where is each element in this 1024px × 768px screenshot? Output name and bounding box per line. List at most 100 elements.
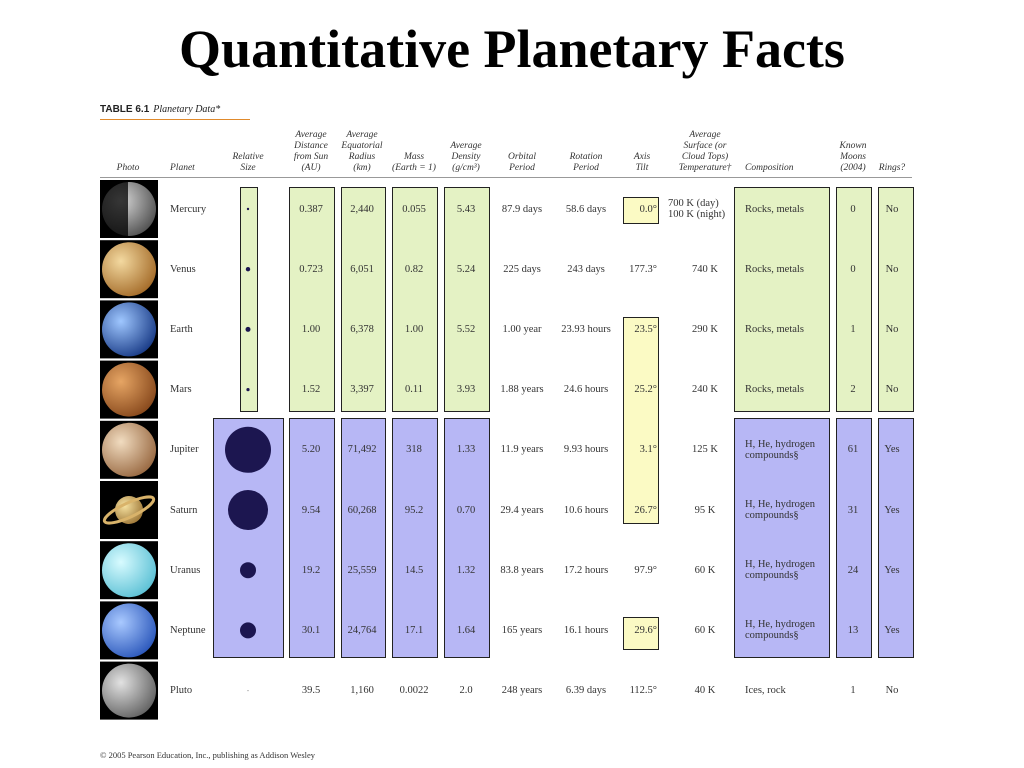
highlight-box: [623, 317, 659, 524]
table-cell: Rocks, metals: [745, 263, 804, 275]
table-cell: 3,397: [350, 384, 374, 396]
table-cell: 0.70: [456, 504, 476, 516]
relative-size: [225, 426, 271, 473]
relative-size: [240, 622, 256, 639]
planet-photo: [102, 422, 156, 477]
table-cell: 1.88 years: [500, 384, 544, 396]
planet-photo: [102, 362, 156, 417]
column-header: Average Distance from Sun (AU): [293, 130, 329, 173]
table-caption: TABLE 6.1 Planetary Data*: [100, 104, 220, 115]
table-subtitle: Planetary Data*: [153, 104, 221, 115]
table-cell: 6.39 days: [565, 685, 607, 697]
table-cell: H, He, hydrogen compounds§: [745, 619, 815, 642]
table-cell: 290 K: [692, 323, 718, 335]
highlight-box: [734, 418, 830, 658]
table-cell: 58.6 days: [565, 203, 607, 215]
table-cell: No: [885, 323, 899, 335]
table-cell: 97.9°: [634, 564, 657, 576]
highlight-box: [392, 187, 438, 412]
column-header: Orbital Period: [508, 152, 536, 173]
highlight-box: [623, 617, 659, 650]
table-cell: 243 days: [567, 263, 605, 275]
table-cell: 60 K: [694, 564, 716, 576]
table-cell: 29.6°: [634, 624, 657, 636]
table-cell: 1.00: [301, 323, 321, 335]
column-header: Known Moons (2004): [839, 141, 867, 173]
table-cell: 1.52: [301, 384, 321, 396]
ring: [102, 495, 156, 525]
footer: © 2005 Pearson Education, Inc., publishi…: [100, 750, 316, 760]
table-cell: 225 days: [503, 263, 541, 275]
planet-photo: [102, 603, 156, 658]
highlight-box: [734, 187, 830, 412]
table-cell: 177.3°: [629, 263, 657, 275]
table-cell: 13: [847, 624, 859, 636]
highlight-box: [836, 187, 872, 412]
relative-size: [245, 267, 251, 272]
table-cell: Uranus: [170, 564, 201, 576]
column-header: Relative Size: [232, 152, 264, 173]
table-cell: 87.9 days: [501, 203, 543, 215]
table-cell: Yes: [884, 564, 900, 576]
highlight-box: [878, 187, 914, 412]
table-cell: 9.93 hours: [563, 444, 609, 456]
table-cell: 5.24: [456, 263, 476, 275]
table-cell: 25.2°: [634, 384, 657, 396]
highlight-box: [240, 187, 258, 412]
table-cell: Earth: [170, 323, 193, 335]
highlight-box: [341, 418, 386, 658]
column-header: Planet: [170, 163, 195, 173]
table-cell: 9.54: [301, 504, 321, 516]
table-cell: 60 K: [694, 624, 716, 636]
column-header: Average Equatorial Radius (km): [341, 130, 383, 173]
table-cell: 2: [850, 384, 856, 396]
highlight-box: [289, 187, 335, 412]
header-rule: [100, 177, 912, 178]
table-cell: 25,559: [347, 564, 377, 576]
table-cell: 24,764: [347, 624, 377, 636]
relative-size: [240, 562, 256, 579]
table-cell: 71,492: [347, 444, 377, 456]
planet-photo: [115, 496, 143, 524]
table-cell: 23.93 hours: [561, 323, 611, 335]
table-cell: 29.4 years: [500, 504, 544, 516]
table-cell: 0.723: [299, 263, 323, 275]
highlight-box: [341, 187, 386, 412]
table-cell: 1.00 year: [502, 323, 542, 335]
table-cell: H, He, hydrogen compounds§: [745, 499, 815, 521]
table-cell: 318: [406, 444, 422, 456]
table-cell: 3.1°: [639, 444, 657, 456]
table-cell: 240 K: [692, 384, 718, 396]
table-cell: Saturn: [170, 504, 198, 516]
column-header: Mass (Earth = 1): [392, 152, 436, 173]
table-cell: 17.1: [404, 624, 424, 636]
highlight-box: [289, 418, 335, 658]
table-cell: H, He, hydrogen compounds§: [745, 438, 815, 461]
highlight-box: [836, 418, 872, 658]
relative-size: [246, 388, 250, 392]
table-cell: Rocks, metals: [745, 323, 804, 335]
table-cell: Jupiter: [170, 444, 199, 456]
table-cell: 112.5°: [629, 685, 657, 697]
table-cell: H, He, hydrogen compounds§: [745, 559, 815, 582]
table-cell: 248 years: [501, 685, 543, 697]
table-cell: 700 K (day) 100 K (night): [668, 198, 726, 220]
table-cell: Mars: [170, 384, 192, 396]
table-cell: 0.387: [299, 203, 323, 215]
table-cell: No: [885, 384, 899, 396]
table-cell: 95.2: [404, 504, 424, 516]
table-cell: No: [885, 685, 899, 697]
column-header: Average Surface (or Cloud Tops) Temperat…: [678, 130, 732, 173]
table-cell: 740 K: [692, 263, 718, 275]
table-cell: No: [885, 263, 899, 275]
table-cell: Pluto: [170, 685, 193, 697]
table-cell: 95 K: [694, 504, 716, 516]
table-cell: 40 K: [694, 685, 716, 697]
highlight-box: [444, 418, 490, 658]
caption-rule: [100, 119, 250, 120]
table-cell: 1: [850, 323, 856, 335]
table-cell: 6,051: [350, 263, 374, 275]
table-cell: 0: [850, 203, 856, 215]
